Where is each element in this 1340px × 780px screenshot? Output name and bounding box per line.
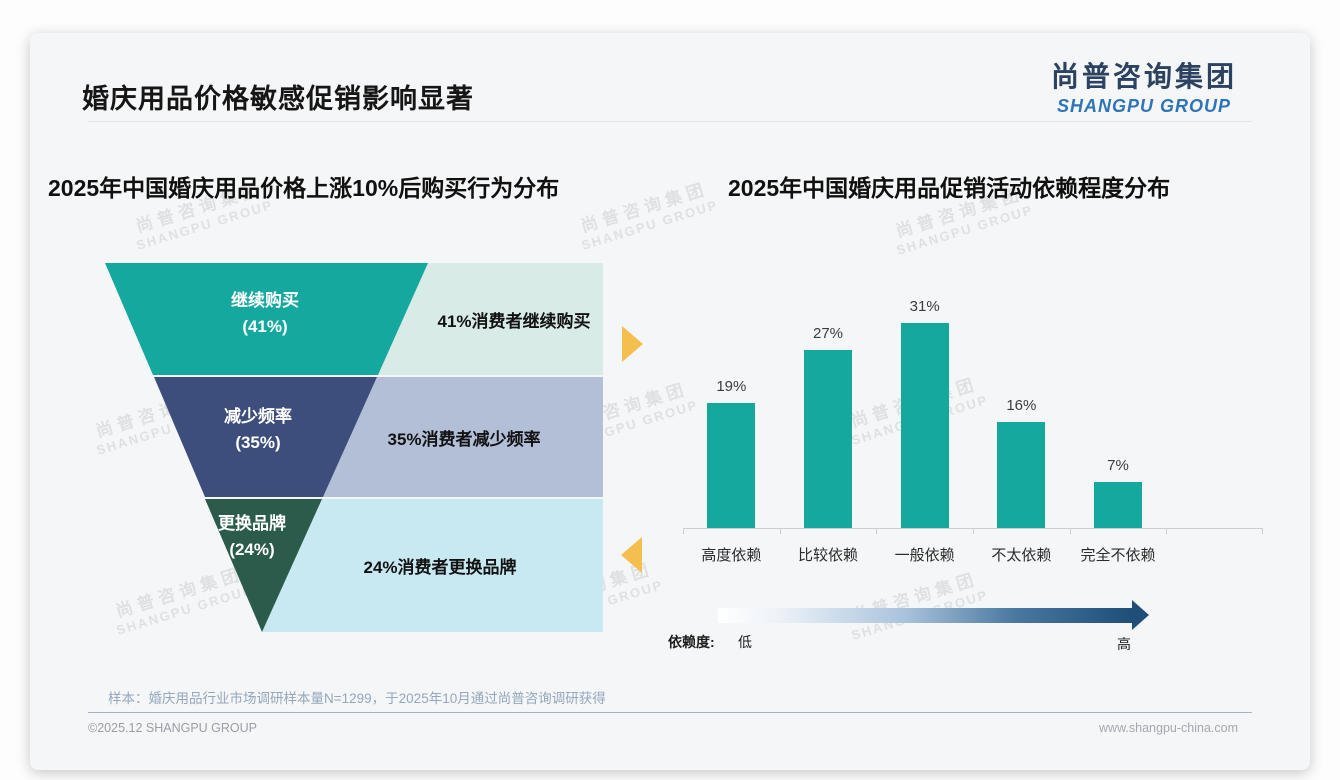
funnel-row: 41%消费者继续购买 继续购买 (41%): [105, 263, 603, 375]
bar-value-label: 16%: [1006, 397, 1037, 414]
bar-chart-title: 2025年中国婚庆用品促销活动依赖程度分布: [728, 175, 1171, 201]
yellow-arrow-left-icon: [621, 537, 642, 573]
dependency-gradient-arrow: [718, 600, 1150, 631]
page-title: 婚庆用品价格敏感促销影响显著: [82, 84, 474, 114]
bar-chart: 19% 27% 31% 16% 7% 高度依赖 比较依赖 一般依赖 不太依赖 完全不依赖: [683, 298, 1263, 564]
bar: [804, 350, 852, 528]
gradient-arrowhead-icon: [1132, 600, 1149, 630]
bar: [1094, 482, 1142, 528]
gradient-bar: [718, 608, 1132, 623]
funnel-segment-name: 继续购买: [231, 291, 299, 310]
funnel-annotation-panel: 35%消费者减少频率: [323, 377, 603, 497]
funnel-chart: 41%消费者继续购买 继续购买 (41%) 35%消费者减少频率 减少频率 (3…: [105, 263, 603, 632]
bar-category-label: 高度依赖: [701, 547, 762, 564]
bar-category-label: 不太依赖: [991, 547, 1052, 564]
bar-value-label: 7%: [1107, 457, 1129, 474]
bar-value-label: 31%: [909, 298, 940, 315]
axis-tick: [780, 529, 781, 534]
logo-en-text: SHANGPU GROUP: [1056, 96, 1231, 116]
logo-cn-text: 尚普咨询集团: [1050, 61, 1237, 92]
funnel-chart-title: 2025年中国婚庆用品价格上涨10%后购买行为分布: [48, 175, 560, 201]
bar-category-label: 一般依赖: [894, 547, 955, 564]
footer-divider: [88, 712, 1252, 713]
bar-category-label: 比较依赖: [797, 547, 858, 564]
funnel-segment-name: 减少频率: [224, 407, 292, 426]
funnel-annotation: 24%消费者更换品牌: [363, 558, 517, 577]
bar: [997, 422, 1046, 528]
funnel-segment-label: 继续购买 (41%): [165, 288, 365, 339]
funnel-segment-pct: (24%): [229, 539, 275, 559]
axis-tick: [973, 529, 974, 534]
funnel-annotation: 41%消费者继续购买: [437, 311, 591, 331]
axis-tick: [1070, 529, 1071, 534]
funnel-row: 35%消费者减少频率 减少频率 (35%): [105, 377, 603, 497]
bar-category-label: 完全不依赖: [1080, 547, 1156, 564]
dependency-low-label: 低: [738, 634, 752, 650]
funnel-segment-label: 减少频率 (35%): [158, 404, 358, 455]
funnel-segment-name: 更换品牌: [218, 514, 286, 533]
bar-value-label: 19%: [716, 378, 747, 395]
slide-card: 尚普咨询集团 SHANGPU GROUP 尚普咨询集团 SHANGPU GROUP 尚普…: [30, 33, 1310, 770]
bar: [900, 323, 949, 528]
funnel-row: 24%消费者更换品牌 更换品牌 (24%): [105, 499, 603, 632]
sample-footnote: 样本：婚庆用品行业市场调研样本量N=1299，于2025年10月通过尚普咨询调研…: [108, 691, 606, 706]
bar-chart-plot: 19% 27% 31% 16% 7%: [683, 298, 1263, 528]
company-logo: 尚普咨询集团 SHANGPU GROUP: [1051, 55, 1237, 117]
bar-chart-categories: 高度依赖 比较依赖 一般依赖 不太依赖 完全不依赖: [683, 534, 1263, 564]
axis-tick: [683, 529, 684, 534]
axis-tick: [1262, 529, 1263, 534]
bar-chart-axis: [683, 528, 1263, 534]
funnel-annotation: 35%消费者减少频率: [387, 429, 541, 449]
funnel-segment-pct: (41%): [242, 316, 288, 336]
axis-tick: [876, 529, 877, 534]
bar: [707, 403, 756, 528]
footer-website: www.shangpu-china.com: [1099, 721, 1238, 735]
yellow-arrow-right-icon: [622, 326, 643, 362]
funnel-segment: [105, 263, 428, 375]
funnel-segment-label: 更换品牌 (24%): [152, 511, 352, 562]
dependency-label: 依赖度:: [668, 634, 715, 650]
axis-tick: [1166, 529, 1167, 534]
funnel-segment-pct: (35%): [235, 432, 281, 452]
funnel-annotation-panel: 24%消费者更换品牌: [262, 499, 603, 632]
header-divider: [88, 121, 1252, 122]
bar-value-label: 27%: [812, 325, 844, 342]
dependency-high-label: 高: [1117, 636, 1131, 652]
footer-copyright: ©2025.12 SHANGPU GROUP: [88, 721, 257, 735]
